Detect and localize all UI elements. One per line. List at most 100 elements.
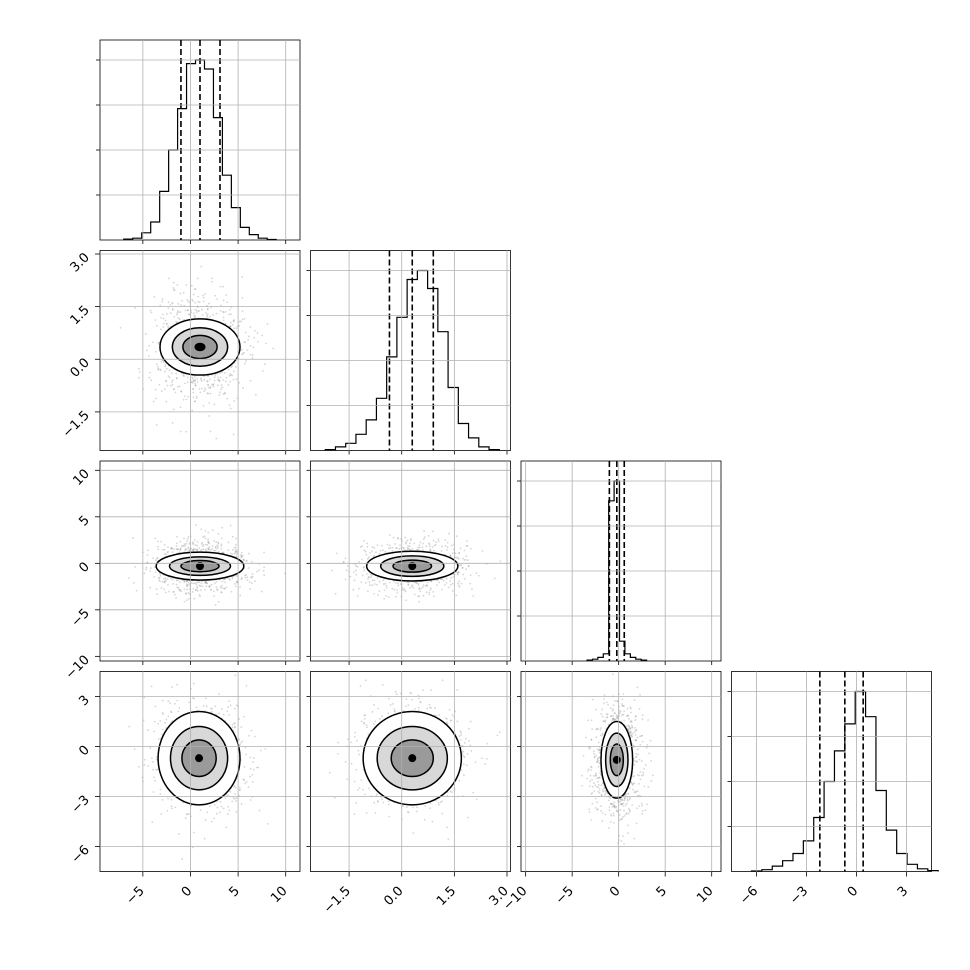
scatter-point <box>350 762 353 765</box>
scatter-point <box>423 536 426 539</box>
scatter-point <box>195 311 198 314</box>
scatter-point <box>229 524 232 527</box>
scatter-point <box>187 395 190 398</box>
scatter-point <box>463 756 466 759</box>
scatter-point <box>134 565 137 568</box>
scatter-point <box>426 581 429 584</box>
scatter-point <box>166 313 168 315</box>
scatter-point <box>211 548 214 550</box>
scatter-point <box>160 540 163 543</box>
scatter-point <box>192 548 195 551</box>
scatter-point <box>600 809 603 812</box>
scatter-point <box>227 541 230 544</box>
scatter-point <box>219 285 222 288</box>
scatter-point <box>200 549 202 552</box>
scatter-point <box>623 809 625 812</box>
scatter-point <box>451 791 453 793</box>
scatter-point <box>382 579 385 582</box>
scatter-point <box>163 553 166 555</box>
axes-frame <box>99 39 301 241</box>
scatter-point <box>446 717 448 720</box>
scatter-point <box>443 584 446 586</box>
scatter-point <box>245 360 247 362</box>
scatter-point <box>198 388 201 390</box>
scatter-point <box>480 757 483 760</box>
scatter-point <box>160 813 163 815</box>
scatter-point <box>155 350 157 353</box>
scatter-point <box>448 532 450 535</box>
scatter-point <box>220 708 223 710</box>
scatter-point <box>251 354 254 357</box>
scatter-point <box>353 735 356 738</box>
scatter-point <box>185 583 188 586</box>
scatter-point <box>204 588 207 591</box>
scatter-point <box>344 578 347 581</box>
scatter-point <box>603 786 606 789</box>
scatter-point <box>398 547 401 550</box>
scatter-point <box>188 542 191 544</box>
scatter-point <box>234 726 236 729</box>
scatter-point <box>364 679 367 682</box>
scatter-point <box>229 579 232 581</box>
scatter-point <box>201 545 204 548</box>
scatter-point <box>432 539 435 542</box>
scatter-point <box>411 585 413 588</box>
axes-frame <box>99 460 301 662</box>
scatter-point <box>183 304 186 307</box>
scatter-point <box>377 707 380 710</box>
scatter-point <box>167 325 170 328</box>
scatter-point <box>227 794 230 797</box>
scatter-point <box>477 574 480 577</box>
scatter-point <box>159 328 162 331</box>
scatter-point <box>418 697 420 700</box>
axes-frame <box>310 250 511 451</box>
scatter-point <box>610 715 613 717</box>
scatter-point <box>404 549 406 552</box>
scatter-point <box>183 382 186 385</box>
density-peak <box>196 342 204 351</box>
scatter-point <box>216 373 219 375</box>
scatter-point <box>166 578 169 581</box>
scatter-point <box>150 757 153 760</box>
density-peak <box>408 754 417 763</box>
scatter-point <box>249 768 252 770</box>
scatter-point <box>263 363 266 366</box>
scatter-point <box>360 581 363 583</box>
scatter-point <box>244 331 247 334</box>
scatter-point <box>200 377 202 380</box>
scatter-point <box>370 575 373 577</box>
scatter-point <box>171 807 173 810</box>
scatter-point <box>173 288 175 291</box>
scatter-point <box>423 530 426 532</box>
scatter-point <box>234 792 236 795</box>
scatter-point <box>159 369 162 372</box>
scatter-point <box>223 578 225 581</box>
scatter-point <box>218 693 221 696</box>
scatter-point <box>376 544 379 547</box>
scatter-point <box>233 785 236 787</box>
scatter-point <box>408 548 410 550</box>
scatter-point <box>607 799 610 802</box>
scatter-point <box>458 735 461 737</box>
scatter-point <box>247 552 250 555</box>
scatter-point <box>342 561 345 564</box>
scatter-point <box>245 559 248 562</box>
scatter-point <box>604 721 607 723</box>
scatter-point <box>428 591 431 594</box>
scatter-point <box>345 569 348 572</box>
scatter-point <box>464 558 467 561</box>
scatter-point <box>220 547 223 550</box>
scatter-point <box>178 707 181 709</box>
scatter-point <box>200 265 203 268</box>
scatter-point <box>374 812 377 814</box>
scatter-point <box>245 780 248 783</box>
scatter-point <box>225 294 227 297</box>
scatter-point <box>193 288 196 291</box>
scatter-point <box>177 710 180 713</box>
scatter-point <box>212 313 214 316</box>
scatter-point <box>346 778 349 781</box>
scatter-point <box>428 543 431 546</box>
scatter-point <box>344 761 347 763</box>
scatter-point <box>360 558 363 561</box>
scatter-point <box>417 546 420 549</box>
